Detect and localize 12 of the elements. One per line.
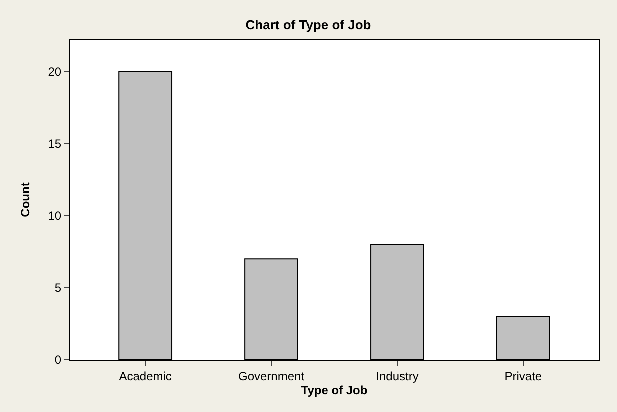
x-tick-label: Private	[504, 369, 542, 384]
x-tick-label: Government	[238, 369, 306, 384]
x-tick-label: Academic	[119, 369, 172, 384]
x-axis-title: Type of Job	[301, 383, 368, 398]
chart-title: Chart of Type of Job	[246, 18, 372, 33]
x-tick-label: Industry	[376, 369, 419, 384]
y-tick-label: 20	[48, 64, 62, 79]
y-tick-label: 15	[48, 136, 62, 151]
y-axis-title: Count	[18, 182, 33, 218]
y-tick-label: 5	[54, 281, 62, 296]
y-tick-label: 10	[48, 209, 62, 224]
y-tick-label: 0	[54, 353, 62, 368]
